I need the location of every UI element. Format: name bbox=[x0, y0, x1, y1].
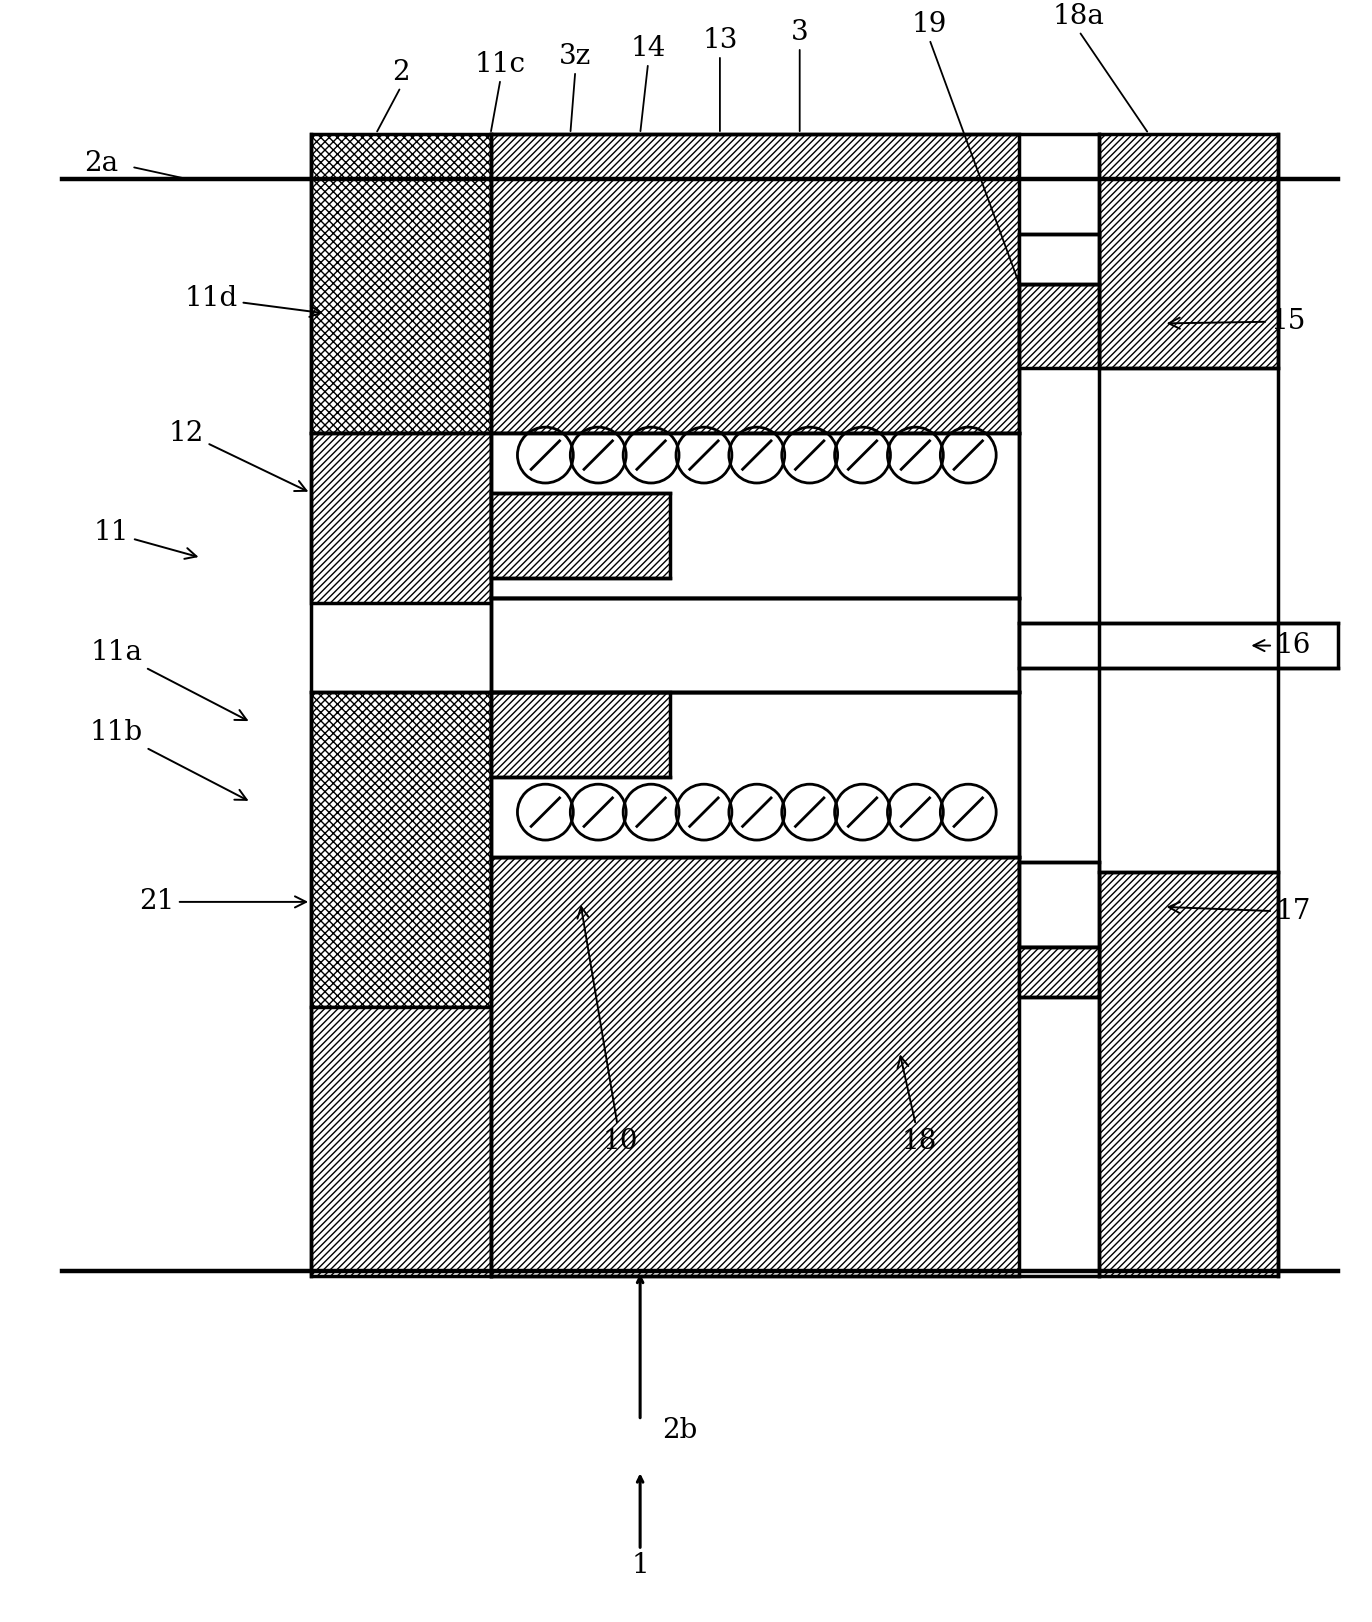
Bar bbox=[491, 493, 670, 577]
Text: 15: 15 bbox=[1169, 308, 1306, 334]
Bar bbox=[311, 693, 491, 1007]
Bar bbox=[1019, 284, 1099, 368]
Bar bbox=[1019, 234, 1099, 284]
Bar bbox=[311, 1007, 491, 1277]
Text: 11a: 11a bbox=[91, 639, 247, 720]
Text: 21: 21 bbox=[139, 889, 306, 915]
Text: 1: 1 bbox=[631, 1552, 649, 1578]
Bar bbox=[1099, 873, 1279, 1277]
Bar bbox=[1019, 861, 1099, 947]
Bar bbox=[491, 856, 1019, 1277]
Text: 2: 2 bbox=[392, 58, 410, 86]
Text: 10: 10 bbox=[578, 907, 638, 1155]
Text: 17: 17 bbox=[1169, 899, 1312, 926]
Text: 11: 11 bbox=[93, 519, 196, 560]
Text: 14: 14 bbox=[630, 34, 665, 62]
Bar bbox=[491, 693, 670, 777]
Text: 2b: 2b bbox=[663, 1418, 697, 1444]
Text: 11d: 11d bbox=[185, 285, 321, 316]
Bar bbox=[491, 597, 1019, 693]
Bar bbox=[311, 135, 491, 433]
Bar bbox=[491, 693, 1019, 856]
Text: 3z: 3z bbox=[560, 42, 591, 70]
Text: 19: 19 bbox=[911, 11, 947, 37]
Text: 16: 16 bbox=[1254, 633, 1312, 659]
Bar bbox=[1099, 135, 1279, 368]
Text: 2a: 2a bbox=[85, 151, 118, 177]
Text: 13: 13 bbox=[702, 26, 738, 54]
Bar bbox=[311, 433, 491, 603]
Text: 11c: 11c bbox=[475, 50, 525, 78]
Text: 18: 18 bbox=[897, 1056, 937, 1155]
Text: 11b: 11b bbox=[91, 719, 247, 800]
Bar bbox=[1019, 947, 1099, 996]
Bar bbox=[491, 433, 1019, 597]
Bar bbox=[491, 135, 1019, 433]
Text: 3: 3 bbox=[790, 19, 808, 45]
Text: 12: 12 bbox=[169, 420, 306, 491]
Bar bbox=[1019, 623, 1338, 668]
Text: 18a: 18a bbox=[1054, 3, 1104, 29]
